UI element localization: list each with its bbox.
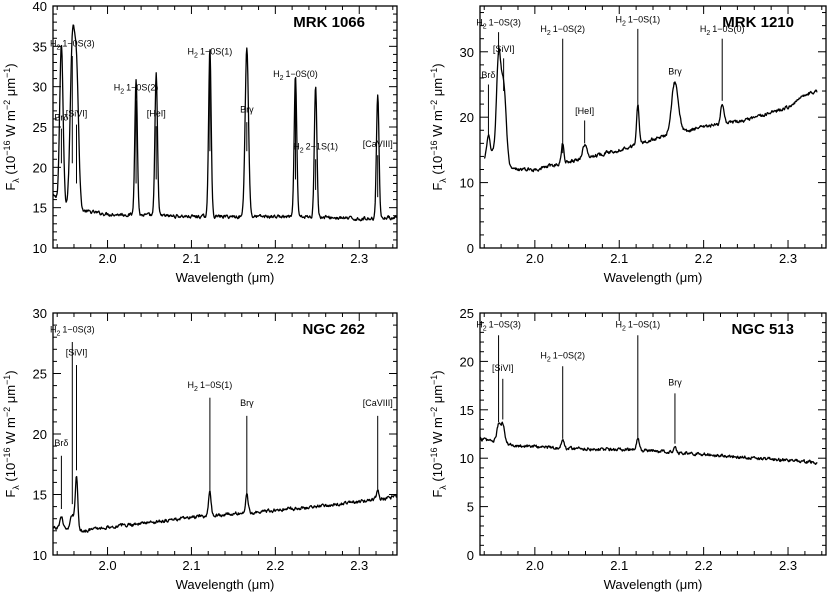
x-tick-label: 2.1 — [182, 558, 200, 573]
panel-ngc-262: 2.0 2.1 2.2 2.3 10 15 20 25 30 Wavelength (μm) Fλ … — [2, 306, 398, 592]
x-tick-label: 2.0 — [98, 251, 116, 266]
x-tick-label: 2.1 — [610, 251, 628, 266]
x-tick-label: 2.0 — [98, 558, 116, 573]
x-tick-label: 2.3 — [779, 251, 797, 266]
line-label-h2-1-0s-2: H2 1−0S(2) — [540, 24, 585, 37]
y-tick-label: 20 — [460, 110, 474, 125]
line-label-hei: [HeI] — [147, 109, 166, 119]
x-tick-label: 2.3 — [779, 558, 797, 573]
chart-title: MRK 1066 — [293, 14, 365, 31]
line-label-h2-1-0s-3: H2 1−0S(3) — [476, 320, 521, 333]
plot-frame — [479, 5, 827, 249]
y-tick-label: 0 — [467, 548, 474, 563]
y-tick-label: 0 — [467, 241, 474, 256]
y-tick-label: 15 — [33, 488, 47, 503]
line-label-br: Brγ — [240, 398, 254, 408]
line-label-h2-1-0s-0: H2 1−0S(0) — [700, 24, 745, 37]
line-label-sivi: [SiVI] — [66, 347, 88, 357]
spectrum-line — [479, 421, 818, 465]
y-tick-label: 30 — [33, 80, 47, 95]
y-tick-label: 20 — [33, 427, 47, 442]
y-tick-label: 10 — [33, 548, 47, 563]
panel-ngc-513: 2.0 2.1 2.2 2.3 0 5 10 15 20 25 Wavelength (μm) Fλ … — [429, 306, 827, 592]
x-tick-label: 2.2 — [266, 251, 284, 266]
x-tick-label: 2.0 — [526, 558, 544, 573]
x-tick-label: 2.2 — [695, 558, 713, 573]
line-label-h2-1-0s-1: H2 1−0S(1) — [188, 380, 233, 393]
y-axis-label: Fλ (10−16 W m−2 μm−1) — [2, 63, 21, 190]
y-tick-label: 15 — [33, 201, 47, 216]
y-axis-label: Fλ (10−16 W m−2 μm−1) — [2, 370, 21, 497]
y-tick-label: 15 — [460, 403, 474, 418]
y-tick-label: 30 — [33, 306, 47, 321]
line-label-sivi: [SiVI] — [493, 44, 515, 54]
y-tick-label: 30 — [460, 45, 474, 60]
panel-mrk-1066: 2.0 2.1 2.2 2.3 10 15 20 25 30 35 40 Wavelength (μm… — [2, 0, 398, 285]
panel-mrk-1210: 2.0 2.1 2.2 2.3 0 10 20 30 Wavelength (μm) Fλ (10… — [429, 5, 827, 285]
line-label-h2-1-0s-3: H2 1−0S(3) — [476, 18, 521, 31]
line-label-h2-1-0s-1: H2 1−0S(1) — [615, 14, 660, 27]
x-axis-label: Wavelength (μm) — [604, 577, 703, 592]
x-tick-label: 2.3 — [350, 558, 368, 573]
chart-title: NGC 262 — [302, 321, 365, 338]
line-label-br: Brγ — [668, 378, 682, 388]
line-label-br: Brδ — [54, 113, 68, 123]
line-label-h2-1-0s-2: H2 1−0S(2) — [114, 83, 159, 96]
line-label-h2-2-1s-1: H2 2−1S(1) — [293, 142, 338, 155]
line-label-h2-1-0s-1: H2 1−0S(1) — [615, 320, 660, 333]
chart-title: NGC 513 — [731, 321, 794, 338]
y-tick-label: 10 — [33, 241, 47, 256]
x-tick-label: 2.2 — [266, 558, 284, 573]
x-tick-label: 2.0 — [526, 251, 544, 266]
line-label-h2-1-0s-1: H2 1−0S(1) — [188, 46, 233, 59]
spectrum-line — [483, 46, 818, 173]
line-label-h2-1-0s-0: H2 1−0S(0) — [273, 69, 318, 82]
line-label-hei: [HeI] — [575, 106, 594, 116]
y-tick-label: 25 — [33, 120, 47, 135]
line-label-h2-1-0s-3: H2 1−0S(3) — [50, 324, 95, 337]
x-tick-label: 2.2 — [695, 251, 713, 266]
y-axis-label: Fλ (10−16 W m−2 μm−1) — [429, 63, 448, 190]
line-label-sivi: [SiVI] — [492, 363, 514, 373]
x-tick-label: 2.1 — [610, 558, 628, 573]
x-axis-label: Wavelength (μm) — [176, 270, 275, 285]
plot-frame — [52, 5, 398, 249]
line-label-br: Brδ — [481, 70, 495, 80]
line-label-caviii: [CaVIII] — [363, 139, 393, 149]
line-label-br: Brγ — [240, 104, 254, 114]
line-label-h2-1-0s-2: H2 1−0S(2) — [540, 350, 585, 363]
y-tick-label: 20 — [33, 160, 47, 175]
line-label-sivi: [SiVI] — [66, 109, 88, 119]
line-label-h2-1-0s-3: H2 1−0S(3) — [50, 38, 95, 51]
x-axis-label: Wavelength (μm) — [176, 577, 275, 592]
y-tick-label: 25 — [33, 367, 47, 382]
x-tick-label: 2.3 — [350, 251, 368, 266]
y-tick-label: 35 — [33, 39, 47, 54]
x-axis-label: Wavelength (μm) — [604, 270, 703, 285]
y-tick-label: 10 — [460, 176, 474, 191]
y-tick-label: 25 — [460, 306, 474, 321]
y-tick-label: 10 — [460, 451, 474, 466]
spectrum-line — [52, 24, 398, 222]
spectrum-line — [52, 475, 398, 533]
y-axis-label: Fλ (10−16 W m−2 μm−1) — [429, 370, 448, 497]
line-label-br: Brγ — [668, 67, 682, 77]
line-label-caviii: [CaVIII] — [363, 398, 393, 408]
line-label-br: Brδ — [54, 438, 68, 448]
y-tick-label: 5 — [467, 500, 474, 515]
plot-frame — [479, 312, 827, 556]
y-tick-label: 40 — [33, 0, 47, 14]
x-tick-label: 2.1 — [182, 251, 200, 266]
chart-title: MRK 1210 — [722, 14, 794, 31]
y-tick-label: 20 — [460, 354, 474, 369]
plot-frame — [52, 312, 398, 556]
